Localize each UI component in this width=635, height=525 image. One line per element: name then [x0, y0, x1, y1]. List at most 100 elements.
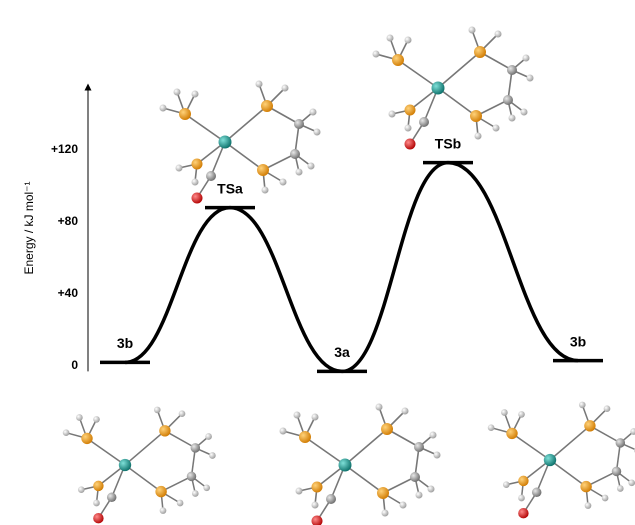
atom — [191, 443, 201, 453]
atom — [314, 129, 321, 136]
bond — [345, 429, 387, 465]
atom — [294, 412, 301, 419]
atom — [290, 149, 300, 159]
atom — [119, 459, 131, 471]
atom — [160, 105, 167, 112]
atom — [503, 481, 510, 488]
atom — [523, 55, 530, 62]
atom — [93, 416, 100, 423]
bond — [225, 142, 263, 170]
atom — [206, 171, 216, 181]
atom — [503, 95, 513, 105]
atom — [414, 442, 424, 452]
atom — [428, 486, 435, 493]
atom — [192, 490, 199, 497]
atom — [312, 482, 323, 493]
bond — [305, 437, 345, 465]
atom — [495, 31, 502, 38]
bond — [550, 426, 590, 460]
bond — [398, 60, 438, 88]
atom — [294, 119, 304, 129]
atom — [256, 81, 263, 88]
molecule — [373, 27, 534, 150]
atom — [506, 428, 517, 439]
atom — [179, 108, 191, 120]
molecule — [63, 407, 216, 524]
atom — [475, 133, 482, 140]
atom — [410, 472, 420, 482]
atom — [310, 109, 317, 116]
atom — [312, 502, 319, 509]
atom — [527, 75, 534, 82]
y-tick-label: 0 — [71, 358, 78, 372]
chart: Energy / kJ mol⁻¹ 0+40+80+1203bTSa3aTSb3… — [0, 0, 635, 525]
atom — [469, 27, 476, 34]
atom — [416, 492, 423, 499]
atom — [76, 414, 83, 421]
atom — [419, 117, 429, 127]
atom — [192, 193, 203, 204]
atom — [296, 488, 303, 495]
atom — [63, 429, 70, 436]
atom — [518, 411, 525, 418]
bond — [125, 431, 165, 465]
y-tick-label: +80 — [58, 214, 79, 228]
atom — [159, 425, 170, 436]
atom — [518, 476, 528, 486]
atom — [78, 486, 85, 493]
atom — [430, 432, 437, 439]
bond — [438, 52, 480, 88]
atom — [261, 100, 273, 112]
atom — [312, 516, 323, 525]
point-label: 3b — [570, 333, 586, 349]
atom — [81, 433, 92, 444]
atom — [518, 495, 525, 502]
atom — [544, 454, 556, 466]
atom — [299, 431, 311, 443]
molecule — [280, 404, 441, 525]
atom — [93, 481, 103, 491]
atom — [509, 115, 516, 122]
bond — [438, 88, 476, 116]
point-label: 3b — [117, 335, 133, 351]
atom — [296, 169, 303, 176]
y-axis-label: Energy / kJ mol⁻¹ — [22, 181, 36, 274]
atom — [501, 409, 508, 416]
atom — [470, 110, 482, 122]
atom — [377, 487, 389, 499]
atom — [187, 472, 197, 482]
bond — [125, 465, 161, 492]
bond — [512, 433, 550, 460]
atom — [532, 488, 542, 498]
atom — [376, 404, 383, 411]
atom — [192, 91, 199, 98]
atom — [579, 402, 586, 409]
bond — [550, 460, 586, 487]
atom — [405, 139, 416, 150]
atom — [405, 125, 412, 132]
atom — [434, 452, 441, 459]
atom — [602, 495, 609, 502]
atom — [209, 452, 216, 459]
atom — [219, 136, 232, 149]
atom — [432, 82, 445, 95]
atom — [612, 467, 622, 477]
bond — [345, 465, 383, 493]
atom — [192, 159, 203, 170]
atom — [203, 484, 210, 491]
atom — [488, 424, 495, 431]
atom — [205, 433, 212, 440]
atom — [160, 507, 167, 514]
atom — [400, 502, 407, 509]
atom — [405, 37, 412, 44]
atom — [392, 54, 404, 66]
bond — [225, 106, 267, 142]
atom — [381, 423, 393, 435]
atom — [617, 485, 624, 492]
atom — [382, 510, 389, 517]
point-label: 3a — [334, 344, 350, 360]
point-label: TSb — [435, 135, 461, 151]
atom — [154, 407, 161, 414]
atom — [179, 410, 186, 417]
atom — [280, 428, 287, 435]
